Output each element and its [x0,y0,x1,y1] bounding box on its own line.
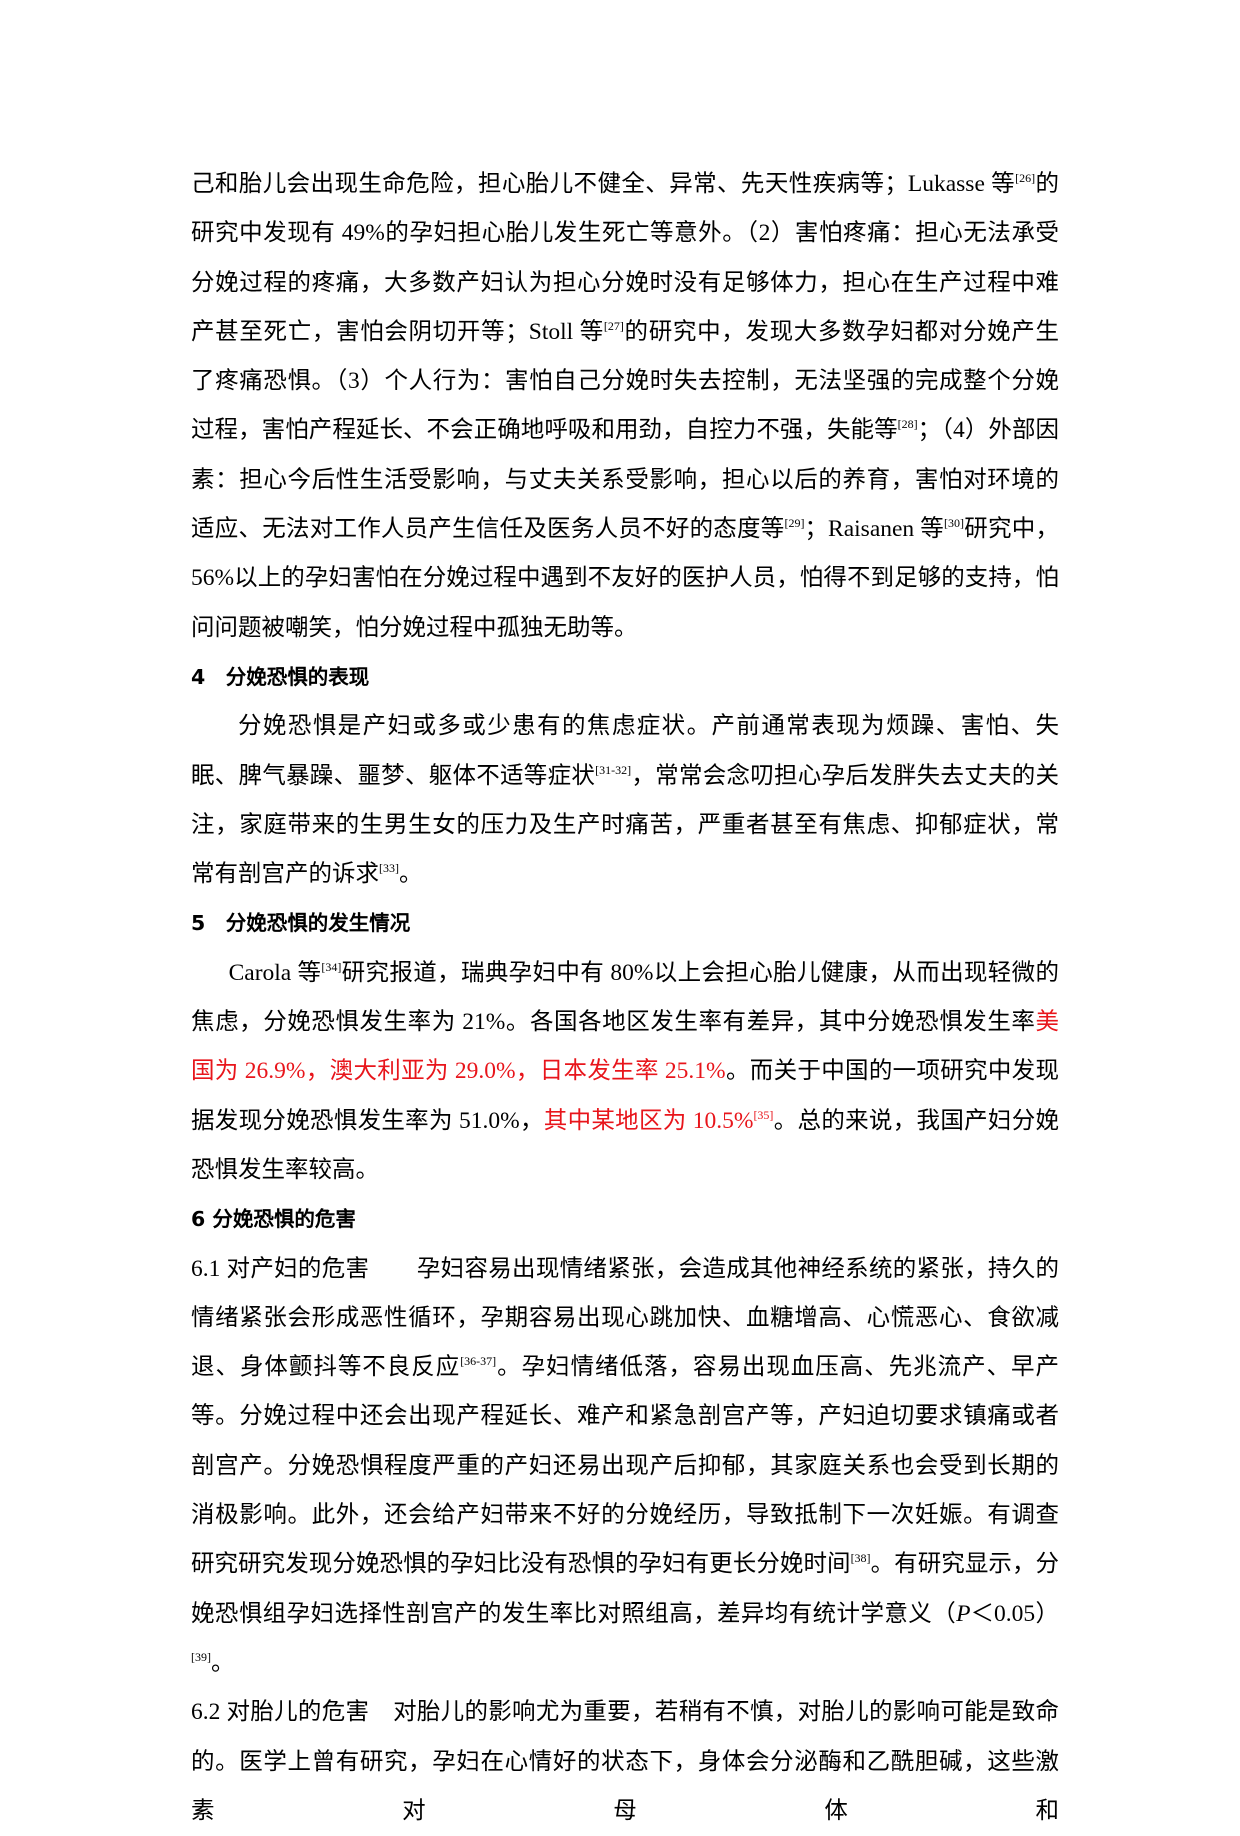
text-run: 6.2 对胎儿的危害 对胎儿的影响尤为重要，若稍有不慎，对胎儿的影响可能是致命的… [191,1699,1059,1824]
paragraph: 分娩恐惧是产妇或多或少患有的焦虑症状。产前通常表现为烦躁、害怕、失眠、脾气暴躁、… [191,702,1059,899]
italic-text: P [956,1600,971,1627]
paragraph: 6.1 对产妇的危害 孕妇容易出现情绪紧张，会造成其他神经系统的紧张，持久的情绪… [191,1245,1059,1689]
text-run: Carola 等 [228,959,322,986]
paragraph: 6.2 对胎儿的危害 对胎儿的影响尤为重要，若稍有不慎，对胎儿的影响可能是致命的… [191,1688,1059,1836]
text-run: 。而关于中国的一项研究中发现据发现分娩恐惧发生率为 51.0%， [191,1058,1059,1134]
citation: [38] [850,1551,871,1566]
section-heading: 5 分娩恐惧的发生情况 [191,911,411,936]
document-body: 己和胎儿会出现生命危险，担心胎儿不健全、异常、先天性疾病等；Lukasse 等[… [191,160,1059,1836]
text-run: 。有研究显示，分娩恐惧组孕妇选择性剖宫产的发生率比对照组高，差异均有统计学意义（ [191,1551,1060,1627]
text-run: 6.1 对产妇的危害 孕妇容易出现情绪紧张，会造成其他神经系统的紧张，持久的情绪… [191,1255,1059,1381]
citation: [36-37] [460,1354,497,1369]
text-run: 研究中，56%以上的孕妇害怕在分娩过程中遇到不友好的医护人员，怕得不到足够的支持… [191,516,1060,641]
citation: [26] [1015,171,1036,185]
citation: [31-32] [595,762,632,777]
text-run: 。 [399,861,423,888]
text-run: 。总的来说，我国产妇分娩恐惧发生率较高。 [191,1107,1060,1183]
text-run: 己和胎儿会出现生命危险，担心胎儿不健全、异常、先天性疾病等；Lukasse 等 [191,171,1016,197]
text-run: ；Raisanen 等 [804,516,945,543]
citation: [34] [321,959,342,974]
citation: [30] [944,516,965,531]
citation: [29] [784,516,805,531]
page: 己和胎儿会出现生命危险，担心胎儿不健全、异常、先天性疾病等；Lukasse 等[… [191,171,1060,1824]
citation: [39] [191,1649,211,1664]
citation: [35] [753,1107,774,1122]
citation: [27] [603,318,624,333]
text-run: 分娩恐惧是产妇或多或少患有的焦虑症状。产前通常表现为烦躁、害怕、失眠、脾气暴躁、… [191,713,1059,789]
text-run: ；（4）外部因素：担心今后性生活受影响，与丈夫关系受影响，担心以后的养育，害怕对… [191,417,1060,543]
text-run: 的研究中发现有 49%的孕妇担心胎儿发生死亡等意外。（2）害怕疼痛：担心无法承受… [191,171,1060,345]
text-run: 。 [211,1649,235,1676]
highlighted-text: 其中某地区为 10.5% [543,1107,754,1134]
section-heading: 6 分娩恐惧的危害 [191,1207,356,1232]
text-run: 。孕妇情绪低落，容易出现血压高、先兆流产、早产等。分娩过程中还会出现产程延长、难… [191,1354,1060,1578]
text-run: 研究报道，瑞典孕妇中有 80%以上会担心胎儿健康，从而出现轻微的焦虑，分娩恐惧发… [191,959,1060,1036]
citation: [33] [379,861,399,876]
paragraph: Carola 等[34]研究报道，瑞典孕妇中有 80%以上会担心胎儿健康，从而出… [191,949,1059,1195]
citation: [28] [897,417,918,432]
text-run: ＜0.05） [970,1600,1060,1627]
text-run: ，常常会念叨担心孕后发胖失去丈夫的关注，家庭带来的生男生女的压力及生产时痛苦，严… [191,762,1060,888]
text-run: 的研究中，发现大多数孕妇都对分娩产生了疼痛恐惧。（3）个人行为：害怕自己分娩时失… [191,318,1059,444]
highlighted-text: 美国为 26.9%，澳大利亚为 29.0%，日本发生率 25.1% [191,1009,1059,1085]
paragraph: 己和胎儿会出现生命危险，担心胎儿不健全、异常、先天性疾病等；Lukasse 等[… [191,160,1059,653]
section-heading: 4 分娩恐惧的表现 [191,664,370,689]
